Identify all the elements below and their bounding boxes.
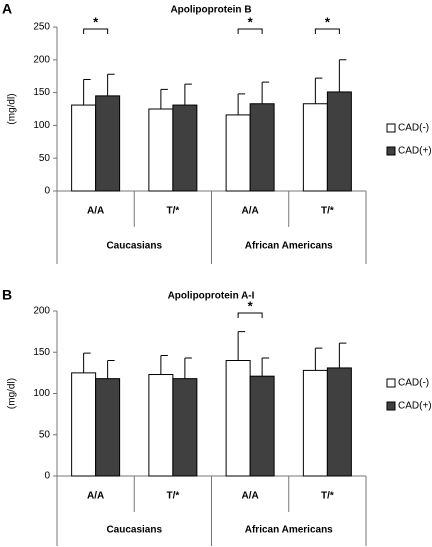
significance-bracket — [314, 28, 340, 34]
y-tick-label: 0 — [44, 471, 50, 482]
x-tick-label: T/* — [166, 206, 179, 217]
bar — [225, 114, 251, 192]
error-bar — [338, 342, 347, 368]
legend-label: CAD(-) — [398, 123, 429, 134]
bar — [71, 372, 97, 477]
significance-bracket — [237, 28, 263, 34]
y-tick-label: 150 — [33, 87, 50, 98]
bar — [249, 375, 275, 477]
bar — [95, 95, 121, 192]
y-tick-label: 0 — [44, 186, 50, 197]
error-bar — [314, 77, 323, 104]
x-tick-label: A/A — [87, 206, 104, 217]
error-bar — [107, 73, 115, 96]
error-bar — [338, 59, 347, 92]
legend-swatch — [386, 401, 396, 411]
bar — [172, 378, 198, 477]
legend-label: CAD(+) — [398, 401, 432, 412]
group-label: African Americans — [245, 525, 333, 536]
significance-label: * — [93, 14, 99, 29]
error-bar — [83, 78, 91, 106]
error-bar — [160, 355, 168, 375]
y-tick-label: 50 — [39, 429, 51, 440]
x-tick-label: T/* — [321, 491, 334, 502]
error-bar — [237, 331, 246, 361]
y-axis-label: (mg/dl) — [7, 378, 18, 409]
significance-label: * — [248, 14, 254, 29]
y-tick-label: 100 — [33, 120, 50, 131]
panel-label: B — [2, 287, 12, 303]
panel-label: A — [2, 1, 12, 17]
y-tick-label: 200 — [33, 306, 50, 317]
x-tick-label: A/A — [87, 491, 104, 502]
error-bar — [160, 88, 168, 109]
bar — [225, 360, 251, 477]
y-tick-label: 250 — [33, 22, 50, 33]
error-bar — [83, 352, 91, 373]
legend-label: CAD(+) — [398, 146, 432, 157]
legend-label: CAD(-) — [398, 378, 429, 389]
bar — [95, 378, 121, 477]
error-bar — [261, 81, 270, 104]
error-bar — [184, 83, 192, 106]
bar — [302, 103, 328, 192]
y-axis-label: (mg/dl) — [7, 93, 18, 124]
y-tick-label: 100 — [33, 388, 50, 399]
bar — [172, 104, 198, 192]
bar — [148, 108, 174, 192]
chart-title: Apolipoprotein A-I — [168, 291, 255, 302]
error-bar — [261, 357, 270, 377]
error-bar — [237, 93, 246, 115]
bar — [148, 374, 174, 477]
significance-bracket — [237, 312, 263, 318]
bar — [302, 369, 328, 477]
significance-label: * — [248, 298, 254, 313]
error-bar — [107, 360, 115, 379]
bar — [71, 104, 97, 192]
group-label: Caucasians — [106, 241, 162, 252]
error-bar — [184, 357, 192, 379]
x-tick-label: T/* — [166, 491, 179, 502]
significance-label: * — [325, 14, 331, 29]
bar — [249, 103, 275, 192]
y-tick-label: 150 — [33, 347, 50, 358]
legend-swatch — [386, 123, 396, 133]
x-tick-label: A/A — [242, 491, 259, 502]
significance-bracket — [83, 28, 109, 34]
error-bar — [314, 347, 323, 371]
group-label: Caucasians — [106, 525, 162, 536]
x-tick-label: T/* — [321, 206, 334, 217]
chart-title: Apolipoprotein B — [170, 5, 251, 16]
group-label: African Americans — [245, 241, 333, 252]
x-tick-label: A/A — [242, 206, 259, 217]
y-tick-label: 200 — [33, 54, 50, 65]
bar — [326, 91, 352, 192]
bar — [326, 367, 352, 477]
y-tick-label: 50 — [39, 153, 51, 164]
legend-swatch — [386, 146, 396, 156]
legend-swatch — [386, 378, 396, 388]
